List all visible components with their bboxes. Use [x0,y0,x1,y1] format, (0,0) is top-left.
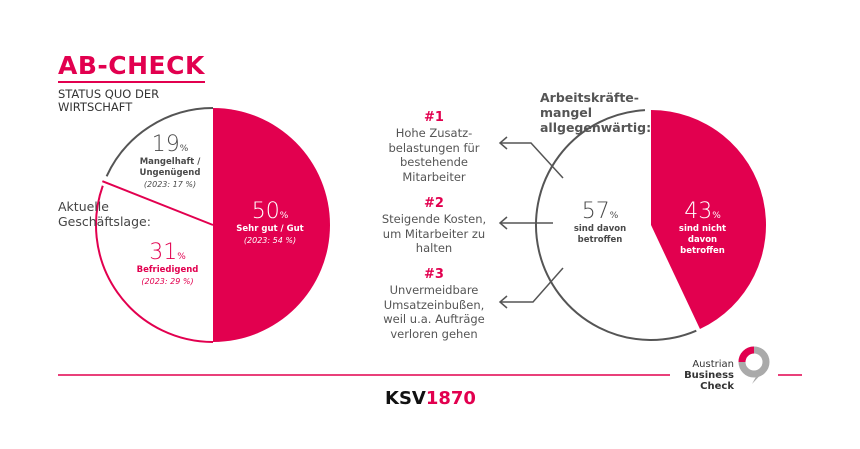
reason-text: Hohe Zusatz-belastungen für bestehende M… [388,126,480,184]
slice-label: Befriedigend [136,265,199,275]
reason-text: Unvermeidbare Umsatzeinbußen, weil u.a. … [383,283,485,341]
slice-mangelhaft: 19% Mangelhaft / Ungenügend (2023: 17 %) [130,132,210,190]
arrow-3 [498,267,564,309]
reason-2: #2 Steigende Kosten, um Mitarbeiter zu h… [376,196,492,256]
unit: % [609,211,619,221]
abc-line2: Business [684,370,734,381]
abc-line3: Check [700,381,734,392]
abc-logo-text: Austrian Business Check [684,359,734,392]
pie1-slice-sehr-gut [213,108,330,342]
slice-value: 31 [149,240,178,265]
slice-previous: (2023: 29 %) [141,277,194,286]
slice-value: 19 [151,132,180,157]
slice-betroffen: 57% sind davon betroffen [565,199,635,246]
slice-previous: (2023: 54 %) [243,236,297,245]
ksv-logo-text: KSV [385,388,426,409]
unit: % [179,144,189,154]
slice-value: 43 [684,199,713,224]
pie2-slice-betroffen [535,109,697,341]
reason-3: #3 Unvermeidbare Umsatzeinbußen, weil u.… [376,267,492,341]
slice-label: sind davon betroffen [573,224,627,245]
arrow-2 [498,216,553,230]
reason-rank: #2 [424,196,444,211]
slice-value: 57 [581,199,610,224]
pie1-title: Aktuelle Geschäftslage: [58,199,151,229]
abc-line1: Austrian [692,359,734,370]
slice-previous: (2023: 17 %) [143,180,197,189]
reason-text: Steigende Kosten, um Mitarbeiter zu halt… [381,212,487,255]
slice-nicht-betroffen: 43% sind nicht davon betroffen [665,199,740,257]
reason-rank: #3 [424,267,444,282]
pie1-slice-befriedigend [95,185,214,343]
slice-sehr-gut: 50% Sehr gut / Gut (2023: 54 %) [225,199,315,246]
slice-value: 50 [251,199,280,224]
pie1-slice-divider [101,180,214,226]
pie1-slice-mangelhaft [105,107,214,177]
arrow-1 [498,136,564,179]
ksv-logo-number: 1870 [425,388,476,409]
slice-label: Sehr gut / Gut [236,224,304,234]
ksv-logo: KSV1870 [385,388,476,409]
page-subtitle: STATUS QUO DER WIRTSCHAFT [58,87,160,114]
pie2-title: Arbeitskräfte-mangel allgegenwärtig: [540,90,652,135]
unit: % [712,211,721,221]
page-title: AB-CHECK [58,52,205,83]
unit: % [177,252,186,262]
reason-rank: #1 [424,110,444,125]
reason-arrows [498,136,564,309]
reason-1: #1 Hohe Zusatz-belastungen für bestehend… [376,110,492,184]
slice-befriedigend: 31% Befriedigend (2023: 29 %) [125,240,210,287]
slice-label: Mangelhaft / Ungenügend [139,157,201,178]
slice-label: sind nicht davon betroffen [678,224,727,256]
unit: % [279,211,289,221]
pie2-slice-nicht-betroffen [651,110,766,330]
abc-logo-icon [738,346,770,384]
